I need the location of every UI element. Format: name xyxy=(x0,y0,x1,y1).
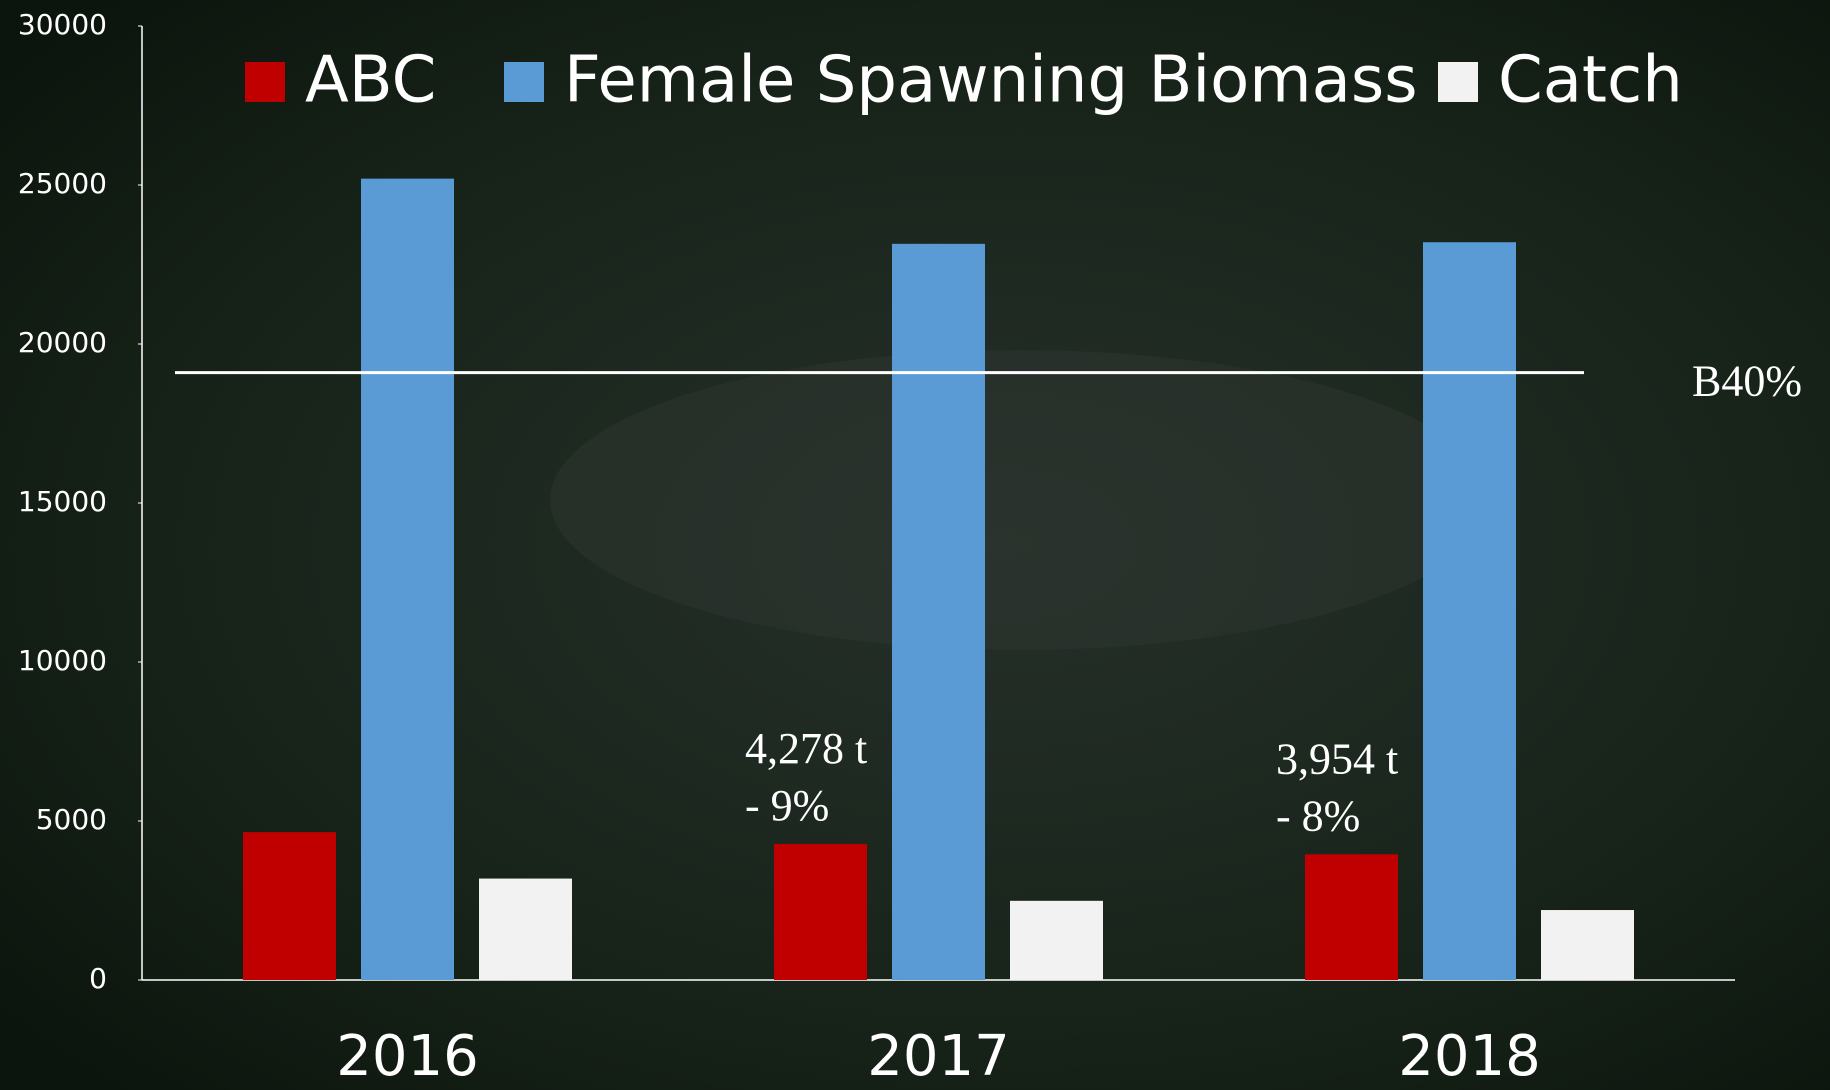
bar xyxy=(1541,910,1634,980)
change-label: - 8% xyxy=(1276,791,1360,840)
bar xyxy=(892,243,985,980)
y-tick-label: 5000 xyxy=(36,803,107,836)
legend-label: ABC xyxy=(305,44,436,118)
x-tick-label: 2017 xyxy=(867,1024,1010,1089)
bar xyxy=(361,178,454,980)
y-tick-label: 15000 xyxy=(18,485,107,518)
value-label: 3,954 t xyxy=(1276,734,1398,783)
x-tick-label: 2016 xyxy=(336,1024,479,1089)
bar xyxy=(1423,242,1516,981)
legend-swatch xyxy=(245,62,285,102)
y-tick-label: 25000 xyxy=(18,167,107,200)
legend-label: Female Spawning Biomass xyxy=(564,44,1418,118)
value-label: 4,278 t xyxy=(745,724,867,773)
bar xyxy=(479,878,572,980)
legend-label: Catch xyxy=(1498,44,1683,118)
reference-label: B40% xyxy=(1692,357,1802,406)
y-tick-label: 20000 xyxy=(18,326,107,359)
y-tick-label: 30000 xyxy=(18,8,107,41)
bar xyxy=(774,843,867,980)
y-tick-label: 10000 xyxy=(18,644,107,677)
legend-swatch xyxy=(504,62,544,102)
bar xyxy=(1010,900,1103,980)
background-fish xyxy=(550,350,1490,650)
bar xyxy=(243,832,336,980)
bar xyxy=(1305,854,1398,980)
change-label: - 9% xyxy=(745,781,829,830)
x-tick-label: 2018 xyxy=(1398,1024,1541,1089)
legend-swatch xyxy=(1438,62,1478,102)
y-tick-label: 0 xyxy=(89,962,107,995)
